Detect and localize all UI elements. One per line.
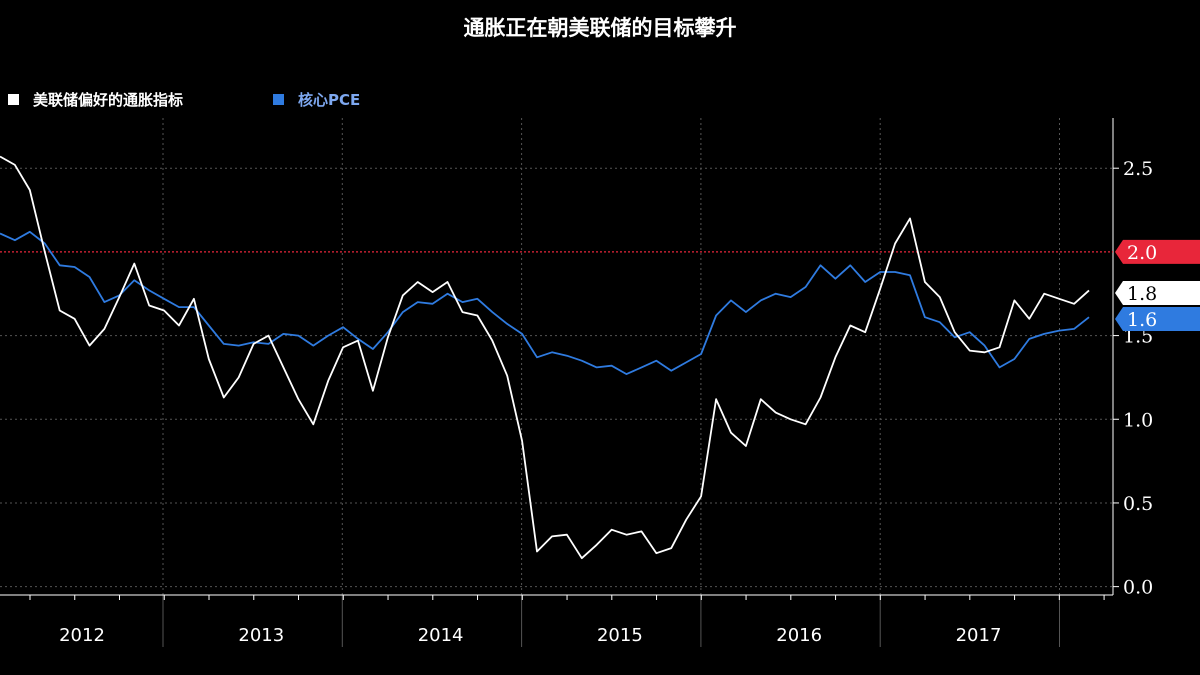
legend-label: 核心PCE [298,91,361,109]
value-flags: 2.0 1.8 1.6 [1115,239,1200,331]
x-tick-label: 2015 [597,625,643,646]
y-tick-label: 1.5 [1123,326,1153,348]
y-tick-label: 0.0 [1123,577,1153,599]
y-tick-label: 1.0 [1123,409,1153,431]
series [0,155,1113,560]
legend-swatch-white [8,94,19,105]
target-flag [1115,239,1200,264]
legend-item-core-pce: 核心PCE [273,89,360,110]
axes: 0.0 0.5 1.0 1.5 2.5 2012 2013 2014 2015 2016 2017 [0,118,1153,646]
legend-item-pce-index: 美联储偏好的通胀指标 [8,89,183,110]
x-tick-label: 2016 [776,625,822,646]
legend-swatch-blue [273,94,285,105]
target-flag-label: 2.0 [1127,242,1157,264]
x-tick-label: 2013 [238,625,284,646]
pce-index-flag [1115,281,1200,305]
core-pce-flag-label: 1.6 [1127,309,1157,331]
series-line-core-pce [0,230,1090,376]
legend-label: 美联储偏好的通胀指标 [33,91,184,109]
x-tick-label: 2017 [956,625,1002,646]
pce-index-flag-label: 1.8 [1127,283,1157,305]
core-pce-flag [1115,307,1200,331]
chart-title: 通胀正在朝美联储的目标攀升 [463,16,737,40]
series-line-pce-index [0,155,1090,560]
grid [0,118,1113,647]
x-tick-label: 2014 [418,625,464,646]
x-tick-label: 2012 [59,625,105,646]
chart-legend: 美联储偏好的通胀指标 核心PCE [8,89,450,110]
y-tick-label: 2.5 [1123,158,1153,180]
y-tick-label: 0.5 [1123,493,1153,515]
